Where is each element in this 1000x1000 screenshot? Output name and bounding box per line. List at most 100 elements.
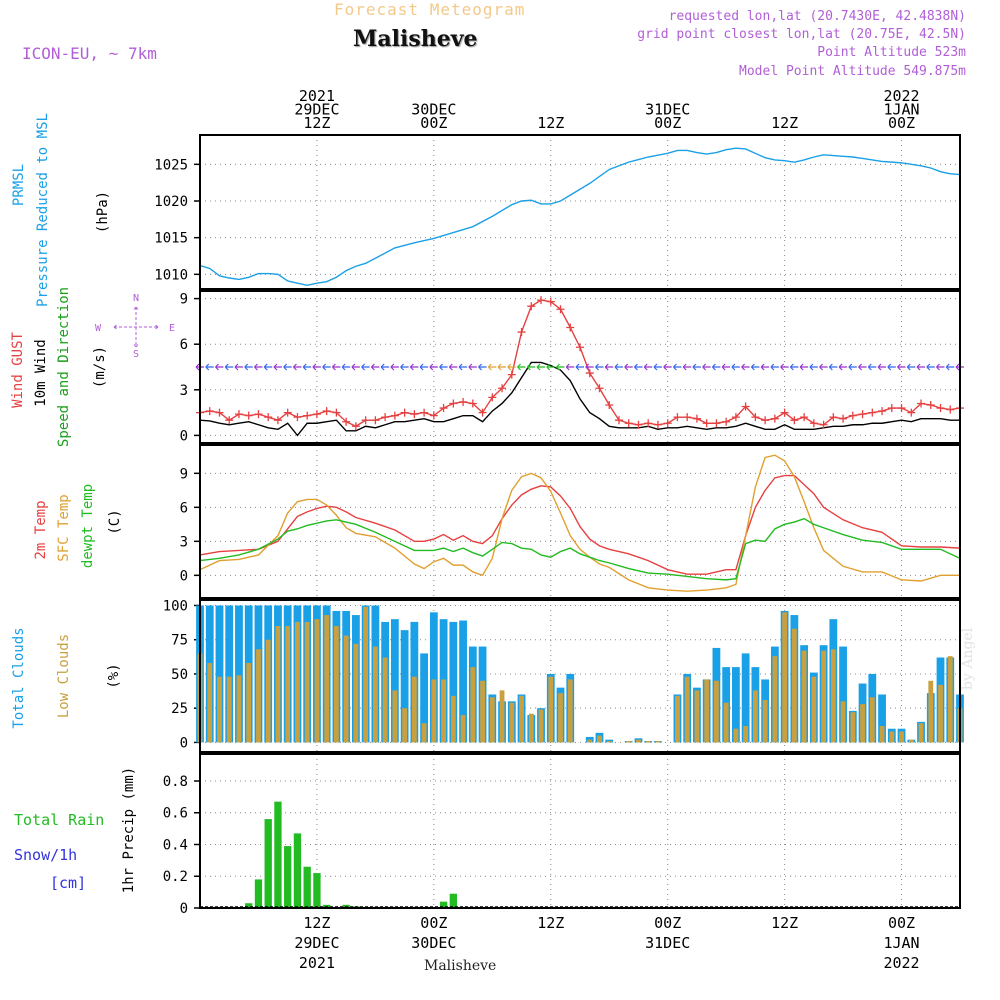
total-cloud-bar xyxy=(741,653,750,743)
wind-gust-marker xyxy=(488,393,497,402)
wind-direction-arrow xyxy=(721,363,731,371)
total-cloud-bar xyxy=(429,612,438,743)
wind-gust-marker xyxy=(478,408,487,417)
compass-s-label: S xyxy=(133,349,139,360)
wind-gust-marker xyxy=(205,407,214,416)
wind-direction-arrow xyxy=(663,363,672,371)
wind-direction-arrow xyxy=(487,363,497,371)
wind-direction-arrow xyxy=(244,363,253,371)
low-cloud-bar xyxy=(489,697,495,743)
wind-direction-arrow xyxy=(458,363,468,371)
y-tick-label: 1015 xyxy=(154,231,188,247)
low-cloud-bar xyxy=(392,690,398,743)
wind-gust-marker xyxy=(225,416,234,425)
low-cloud-bar xyxy=(246,662,252,743)
y-tick-label: 25 xyxy=(171,701,188,717)
wind-unit-label: (m/s) xyxy=(92,346,108,388)
low-cloud-bar xyxy=(918,723,924,743)
wind-direction-arrow xyxy=(419,363,429,371)
sfc-temp-line xyxy=(199,454,960,592)
wind-gust-marker xyxy=(741,402,750,411)
low-cloud-bar xyxy=(762,699,768,743)
wind-direction-arrow xyxy=(283,363,292,371)
compass-e-label: E xyxy=(169,323,175,334)
wind-direction-arrow xyxy=(614,363,623,371)
wind-gust-marker xyxy=(848,411,857,420)
wind-direction-arrow xyxy=(926,363,935,371)
sfc-temp-axis-label: SFC Temp xyxy=(56,494,72,561)
wind-direction-arrow xyxy=(400,363,409,371)
low-cloud-bar xyxy=(636,739,641,743)
low-cloud-bar xyxy=(265,639,271,743)
temp-unit-label: (C) xyxy=(107,509,123,534)
total-cloud-bar xyxy=(400,630,409,743)
wind-direction-arrow xyxy=(702,363,711,371)
low-cloud-bar xyxy=(363,606,369,743)
wind-10m-axis-label: 10m Wind xyxy=(33,339,49,406)
wind-direction-arrow xyxy=(565,363,575,371)
wind-gust-marker xyxy=(917,399,926,408)
y-tick-label: 0.8 xyxy=(163,774,188,790)
low-cloud-bar xyxy=(782,612,788,743)
wind-gust-marker xyxy=(264,413,273,422)
wind-gust-marker xyxy=(537,296,546,305)
low-cloud-bar xyxy=(723,702,729,743)
rain-bar xyxy=(449,893,457,908)
wind-gust-marker xyxy=(731,413,740,422)
x-tick-label-bottom: 1JAN xyxy=(883,934,919,952)
panel-frame xyxy=(199,134,961,290)
wind-gust-marker xyxy=(390,411,399,420)
low-cloud-bar xyxy=(714,680,719,743)
y-tick-label: 0 xyxy=(180,901,188,917)
wind-gust-marker xyxy=(683,413,692,422)
wind-direction-arrow xyxy=(936,363,945,371)
wind-gust-marker xyxy=(293,413,302,422)
wind-direction-arrow xyxy=(439,363,448,371)
wind-direction-arrow xyxy=(215,363,224,371)
wind-gust-marker xyxy=(644,419,653,428)
rain-bar xyxy=(245,903,253,908)
wind-direction-arrow xyxy=(293,363,302,371)
wind-direction-arrow xyxy=(322,363,331,371)
wind-direction-arrow xyxy=(780,363,789,371)
wind-gust-marker xyxy=(634,420,643,429)
low-cloud-bar xyxy=(470,667,476,743)
wind-direction-arrow xyxy=(897,363,906,371)
x-tick-label-top: 12Z xyxy=(303,114,330,132)
wind-gust-marker xyxy=(936,404,945,413)
x-tick-label-bottom: 30DEC xyxy=(411,934,456,952)
x-tick-label-top: 2021 xyxy=(299,87,335,105)
x-tick-label-top: 12Z xyxy=(537,114,564,132)
wind-direction-arrow xyxy=(692,363,701,371)
compass-w-label: W xyxy=(95,323,102,334)
wind-gust-marker xyxy=(254,410,263,419)
wind-direction-arrow xyxy=(673,363,682,371)
low-cloud-bar xyxy=(928,680,934,743)
x-tick-label-top: 2022 xyxy=(883,87,919,105)
low-cloud-bar xyxy=(519,695,524,743)
wind-gust-marker xyxy=(303,411,312,420)
low-cloud-bar xyxy=(908,739,914,743)
low-cloud-bar xyxy=(860,704,865,743)
wind-gust-marker xyxy=(614,416,623,425)
panel-frame xyxy=(199,444,961,599)
wind-direction-arrow xyxy=(906,363,916,371)
y-tick-label: 3 xyxy=(180,383,188,399)
wind-gust-marker xyxy=(663,419,672,428)
low-cloud-bar xyxy=(821,650,826,743)
low-clouds-axis-label: Low Clouds xyxy=(56,634,72,718)
low-cloud-bar xyxy=(285,626,291,743)
total-cloud-bar xyxy=(235,605,243,743)
y-tick-label: 6 xyxy=(180,337,188,353)
wind-gust-marker xyxy=(546,297,555,306)
credit-watermark: by Angel xyxy=(960,627,976,690)
wind-gust-marker xyxy=(244,411,253,420)
low-cloud-bar xyxy=(295,621,300,743)
wind-gust-marker xyxy=(585,369,594,378)
panel-frame xyxy=(199,290,961,444)
low-cloud-bar xyxy=(509,702,515,743)
wind-gust-marker xyxy=(234,410,243,419)
wind-direction-arrow xyxy=(526,363,536,371)
wind-gust-marker xyxy=(692,414,701,423)
grid-point-coords: grid point closest lon,lat (20.75E, 42.5… xyxy=(637,27,966,42)
